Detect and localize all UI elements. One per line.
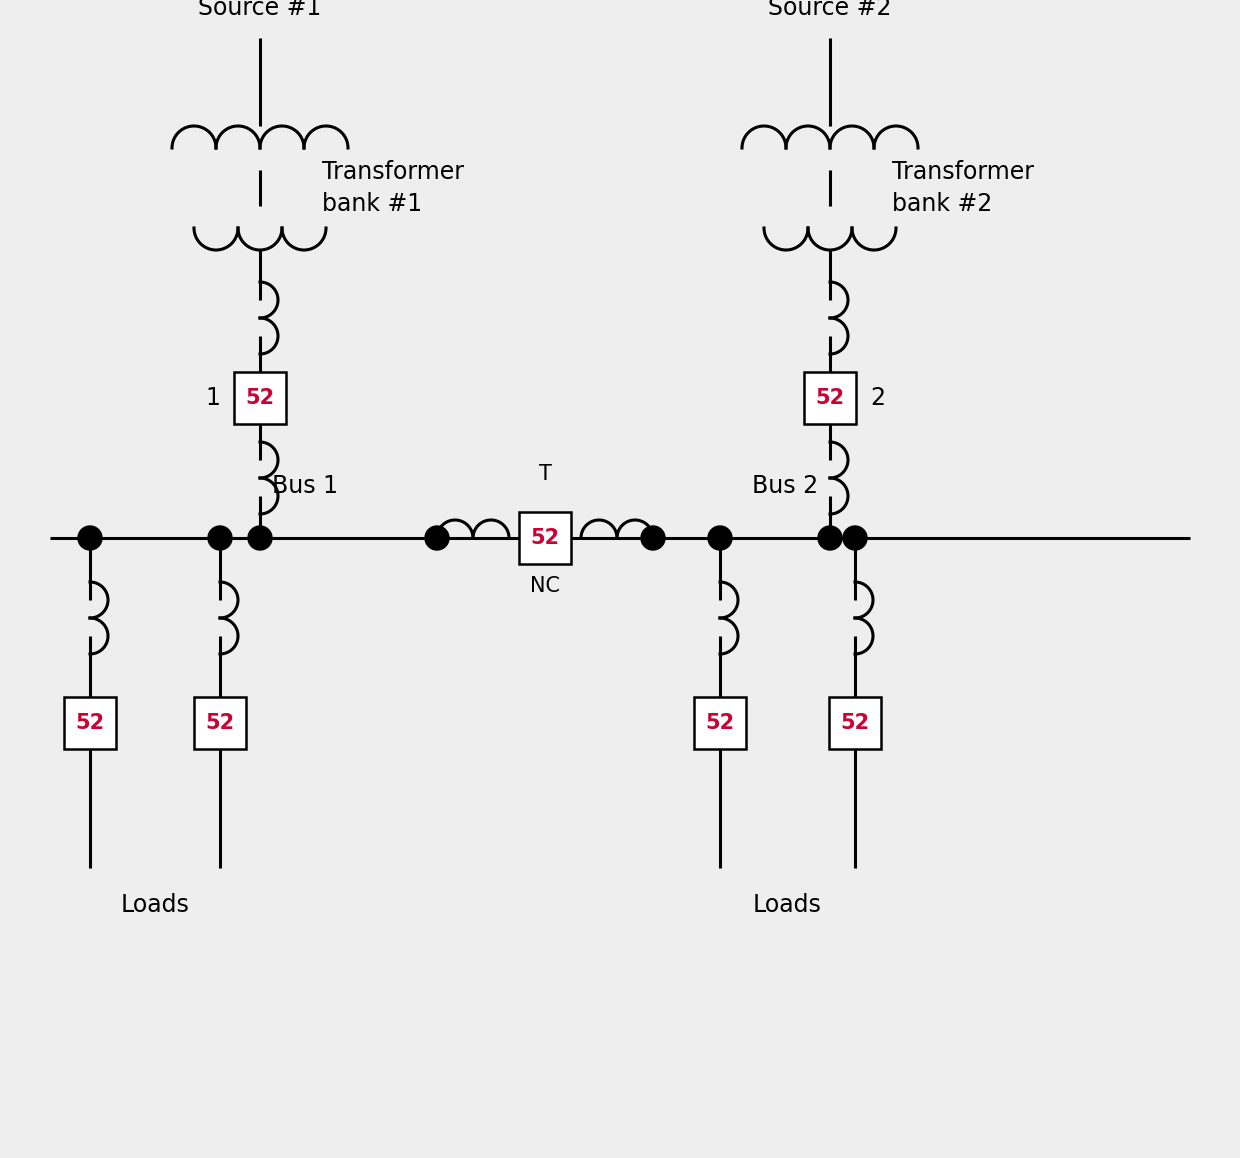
Text: Transformer
bank #2: Transformer bank #2 [892,160,1034,215]
Text: 52: 52 [841,713,869,733]
Circle shape [248,526,272,550]
Text: Bus 1: Bus 1 [272,474,339,498]
Text: Bus 2: Bus 2 [751,474,818,498]
Bar [64,697,117,749]
Text: Loads: Loads [753,893,822,917]
Bar [694,697,746,749]
Circle shape [708,526,732,550]
Text: 52: 52 [706,713,734,733]
Text: 1: 1 [205,386,219,410]
Circle shape [208,526,232,550]
Text: Loads: Loads [120,893,190,917]
Circle shape [641,526,665,550]
Bar [520,512,570,564]
Text: 52: 52 [76,713,104,733]
Circle shape [425,526,449,550]
Circle shape [843,526,867,550]
Text: NC: NC [529,576,560,596]
Bar [234,372,286,424]
Bar [193,697,246,749]
Text: Source #2: Source #2 [769,0,892,20]
Text: Transformer
bank #1: Transformer bank #1 [322,160,464,215]
Text: 52: 52 [246,388,274,408]
Bar [804,372,856,424]
Text: 52: 52 [816,388,844,408]
Text: Source #1: Source #1 [198,0,321,20]
Bar [830,697,880,749]
Text: 52: 52 [531,528,559,548]
Text: 52: 52 [206,713,234,733]
Text: 2: 2 [870,386,885,410]
Circle shape [78,526,102,550]
Circle shape [818,526,842,550]
Text: T: T [538,464,552,484]
